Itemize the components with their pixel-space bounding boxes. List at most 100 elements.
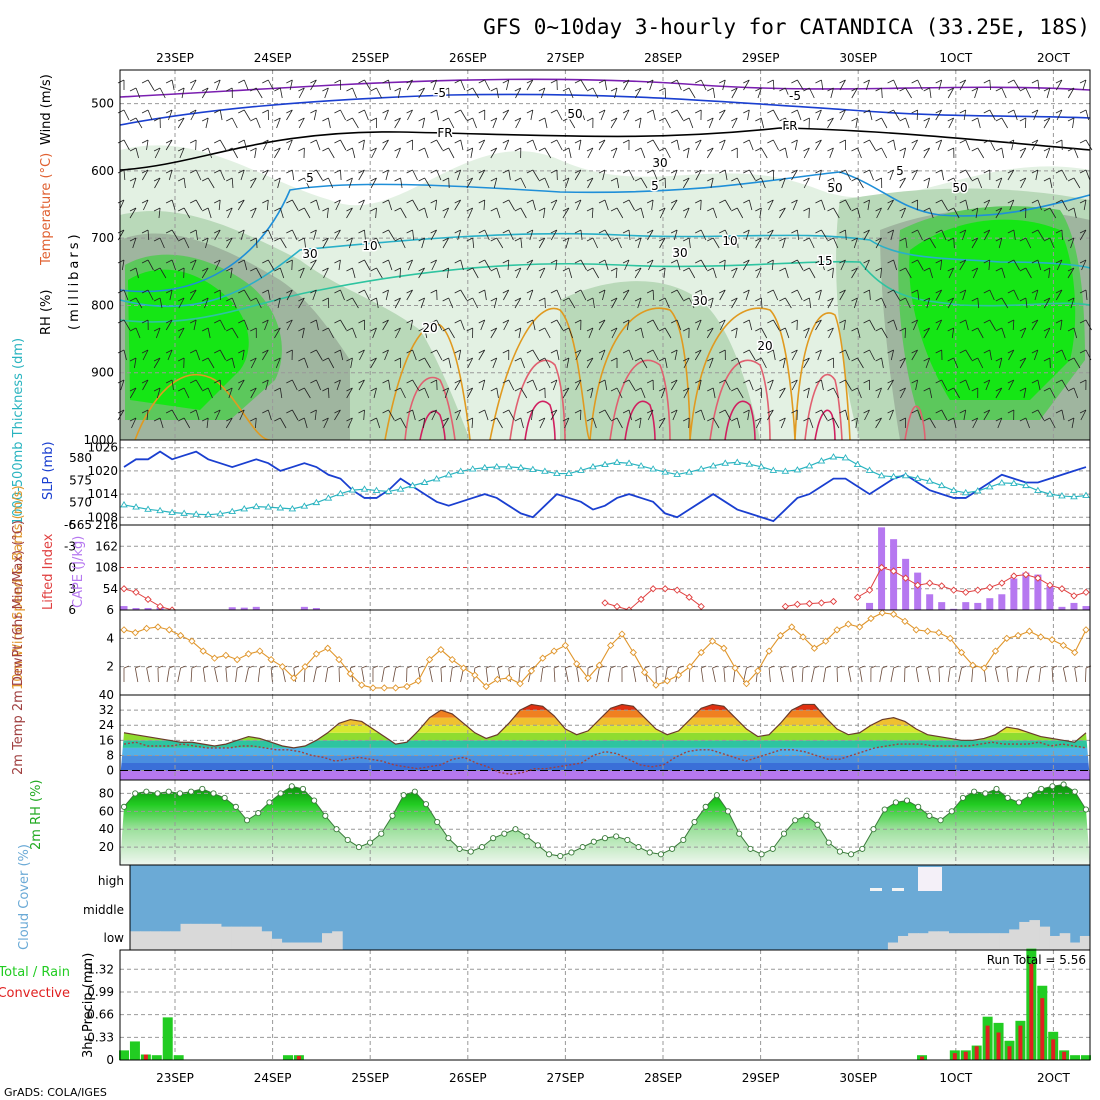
rh-point bbox=[311, 797, 318, 804]
wind-barb bbox=[1019, 417, 1030, 429]
wind-barb-10m bbox=[811, 665, 820, 683]
cloud-ylabel: Cloud Cover (%) bbox=[17, 844, 32, 950]
wind-barb bbox=[1031, 259, 1042, 271]
wind-barb bbox=[1031, 349, 1039, 361]
wind-barb bbox=[165, 199, 176, 211]
wind-barb bbox=[610, 357, 618, 369]
wind-barb bbox=[719, 259, 726, 271]
wind-barb bbox=[406, 259, 413, 271]
thickness-point bbox=[661, 468, 669, 475]
wind-barb bbox=[586, 297, 595, 309]
contour-label: 20 bbox=[422, 321, 437, 335]
wind-barb bbox=[622, 259, 630, 271]
wind-barb bbox=[839, 289, 846, 301]
wind-barb bbox=[454, 409, 462, 421]
wind-barb bbox=[610, 207, 624, 219]
wind-barb bbox=[298, 207, 311, 219]
wind-barb bbox=[214, 289, 221, 301]
wind-speed-point bbox=[448, 655, 456, 664]
lifted-tick: 6 bbox=[68, 603, 76, 617]
wind-barb bbox=[201, 117, 209, 129]
wind-barb bbox=[502, 289, 510, 301]
rh-tick: 20 bbox=[99, 840, 114, 854]
wind-barb bbox=[201, 297, 209, 309]
wind-barb bbox=[682, 177, 690, 189]
thickness-point bbox=[204, 510, 212, 518]
date-label-top: 23SEP bbox=[156, 51, 194, 65]
wind-barb bbox=[418, 207, 428, 219]
thickness-point bbox=[492, 462, 501, 470]
wind-barb bbox=[1067, 237, 1075, 249]
wind-speed-point bbox=[788, 623, 796, 631]
wind-barb-10m bbox=[801, 665, 809, 683]
wind-barb bbox=[238, 139, 248, 151]
wind-barb bbox=[286, 409, 299, 421]
thickness-point bbox=[132, 503, 140, 510]
wind-barb bbox=[718, 109, 726, 121]
wind-barb bbox=[839, 259, 846, 271]
wind-barb bbox=[322, 147, 335, 159]
contour-label: 30 bbox=[302, 247, 317, 261]
wind-speed-point bbox=[346, 670, 354, 678]
wind-barb bbox=[791, 289, 803, 301]
wind-barb bbox=[851, 147, 862, 159]
thickness-point bbox=[877, 471, 886, 479]
wind-barb bbox=[646, 349, 659, 361]
wind-barb bbox=[574, 289, 587, 301]
contour-label: FR bbox=[782, 119, 797, 133]
rh-point bbox=[792, 817, 799, 824]
contour-label: FR bbox=[437, 126, 452, 140]
wind-barb bbox=[1043, 417, 1056, 429]
chart-title: GFS 0~10day 3-hourly for CATANDICA (33.2… bbox=[483, 15, 1090, 39]
wind-barb bbox=[141, 379, 149, 391]
wind-barb bbox=[310, 79, 317, 91]
rh-point bbox=[557, 853, 564, 860]
cape-tick: 216 bbox=[95, 518, 118, 532]
wind-barb bbox=[899, 87, 912, 99]
wind-barb bbox=[707, 87, 716, 99]
wind-barb bbox=[911, 109, 919, 121]
wind-barb bbox=[731, 327, 738, 339]
wind-barb bbox=[851, 87, 858, 99]
lifted-point bbox=[156, 602, 164, 611]
wind-barb bbox=[899, 387, 906, 399]
wind-speed-point bbox=[278, 663, 287, 671]
precip-panel: 00.330.660.991.32 bbox=[87, 948, 1091, 1067]
lifted-point bbox=[781, 602, 790, 611]
wind-barb bbox=[322, 387, 330, 399]
wind-barb bbox=[1007, 139, 1015, 151]
wind-barb bbox=[430, 109, 440, 121]
thickness-point bbox=[1082, 491, 1090, 498]
lifted-tick: -6 bbox=[64, 518, 76, 532]
wind-barb bbox=[935, 229, 947, 241]
wind-barb bbox=[899, 177, 906, 189]
wind-barb bbox=[827, 327, 834, 339]
precip-conv-bar bbox=[920, 1056, 925, 1060]
wind-barb bbox=[610, 267, 618, 279]
wind-barb bbox=[791, 169, 798, 181]
wind-barb bbox=[562, 297, 576, 309]
wind-speed-point bbox=[516, 680, 524, 688]
wind-barb bbox=[466, 87, 480, 99]
wind-barb-10m bbox=[712, 665, 718, 683]
rh-point bbox=[948, 808, 955, 815]
wind-barb bbox=[815, 199, 826, 211]
wind-barb bbox=[298, 387, 311, 399]
wind-barb bbox=[346, 237, 353, 249]
rh-point bbox=[400, 792, 407, 799]
wind-barb bbox=[298, 297, 305, 309]
wind-speed-point bbox=[765, 647, 773, 655]
wind-barb-10m bbox=[621, 665, 628, 683]
date-label-top: 29SEP bbox=[742, 51, 780, 65]
wind-barb bbox=[250, 147, 257, 159]
wind-barb bbox=[803, 177, 810, 189]
wind-barb bbox=[382, 79, 391, 91]
precip-conv-bar bbox=[1018, 1025, 1023, 1060]
date-label-top: 27SEP bbox=[547, 51, 585, 65]
wind-barb bbox=[719, 289, 726, 301]
cloud-low-bar bbox=[1079, 935, 1091, 950]
wind-barb bbox=[622, 169, 635, 181]
wind-barb bbox=[442, 297, 454, 309]
thickness-point bbox=[216, 509, 224, 517]
